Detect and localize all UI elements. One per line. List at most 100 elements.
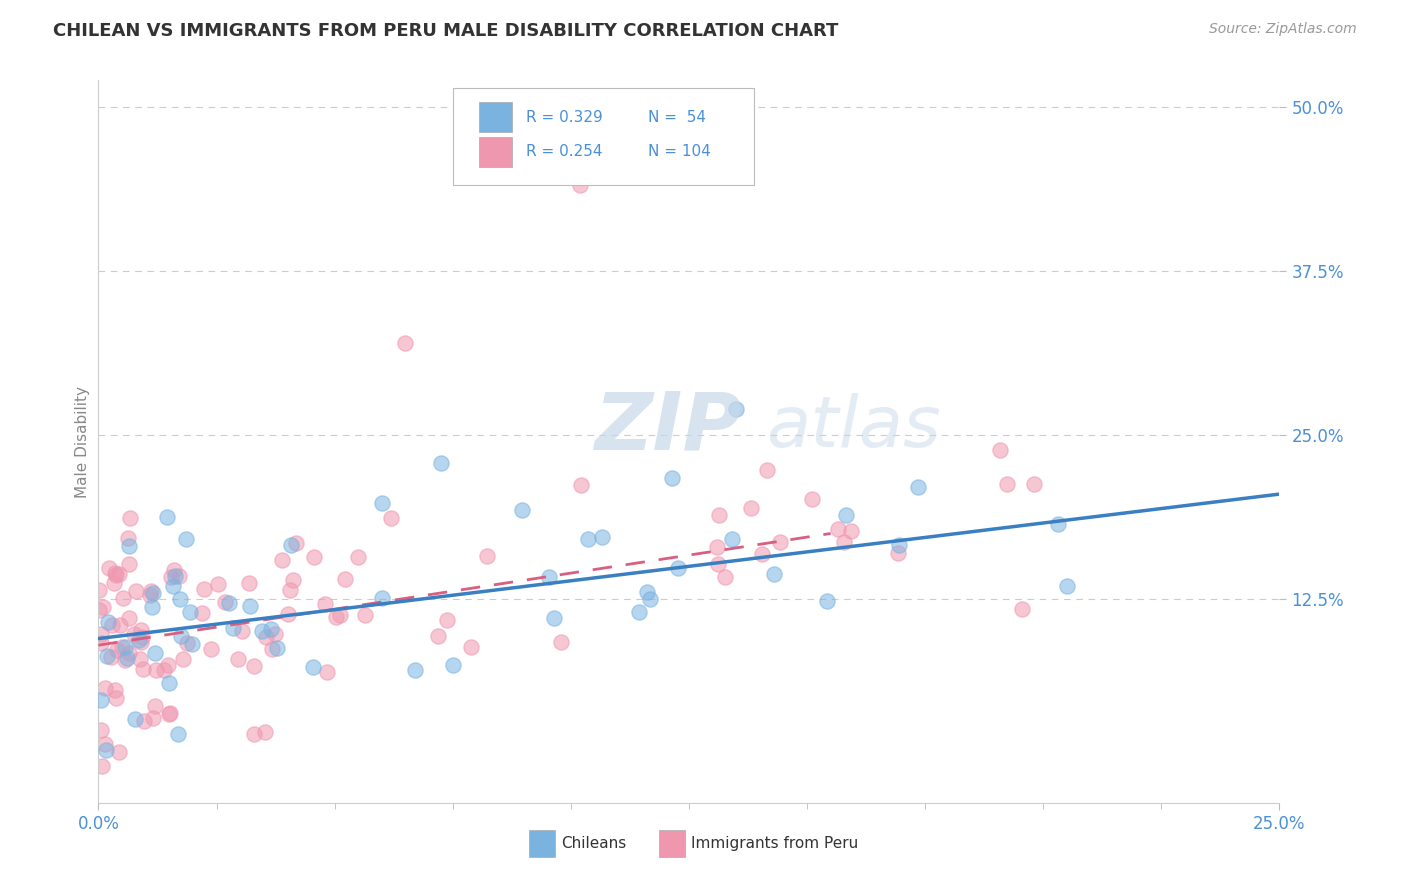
Point xyxy=(124,712,146,726)
Point xyxy=(105,642,128,657)
Point xyxy=(231,624,253,638)
Point xyxy=(107,567,129,582)
Point xyxy=(165,569,187,583)
Point xyxy=(887,538,910,552)
Point xyxy=(441,658,464,673)
Point xyxy=(138,588,160,602)
Point xyxy=(104,691,127,706)
Point xyxy=(104,683,127,698)
Point xyxy=(90,627,112,641)
Point xyxy=(96,743,118,757)
Point xyxy=(143,647,166,661)
Point xyxy=(111,640,134,654)
Point xyxy=(172,651,194,665)
Point xyxy=(285,536,308,550)
Point xyxy=(370,591,392,605)
Point xyxy=(142,586,165,600)
Point xyxy=(98,561,121,575)
Point xyxy=(886,546,908,560)
Point xyxy=(90,636,112,650)
Point xyxy=(725,401,748,416)
Text: atlas: atlas xyxy=(766,392,941,461)
Point xyxy=(460,640,482,655)
Point xyxy=(159,675,181,690)
Point xyxy=(740,500,762,515)
Point xyxy=(430,456,453,470)
Point xyxy=(404,664,426,678)
Point xyxy=(128,652,150,666)
Point xyxy=(801,492,824,507)
Point xyxy=(1056,579,1078,593)
Point xyxy=(163,563,186,577)
Point xyxy=(125,584,148,599)
Point xyxy=(835,508,858,522)
Point xyxy=(124,627,146,641)
Point xyxy=(110,618,132,632)
Point xyxy=(427,629,450,643)
Text: Chileans: Chileans xyxy=(561,836,627,851)
Point xyxy=(218,596,240,610)
Point xyxy=(118,539,141,553)
Point xyxy=(302,549,325,564)
Text: ZIP: ZIP xyxy=(595,388,742,467)
Point xyxy=(114,653,136,667)
Point xyxy=(278,583,301,598)
Point xyxy=(139,583,162,598)
Point xyxy=(118,558,141,572)
Point xyxy=(108,745,131,759)
Point xyxy=(179,606,201,620)
Point xyxy=(131,631,153,645)
Point xyxy=(907,480,929,494)
Point xyxy=(145,663,167,677)
Point xyxy=(157,706,180,721)
Text: Immigrants from Peru: Immigrants from Peru xyxy=(692,836,859,851)
Point xyxy=(190,606,212,620)
Point xyxy=(132,662,155,676)
Point xyxy=(638,592,661,607)
Text: Source: ZipAtlas.com: Source: ZipAtlas.com xyxy=(1209,22,1357,37)
Bar xyxy=(530,830,555,857)
Point xyxy=(325,610,347,624)
Point xyxy=(90,723,112,737)
Point xyxy=(222,621,245,635)
Point xyxy=(167,569,190,583)
Point xyxy=(314,597,336,611)
Point xyxy=(1011,601,1033,615)
Point xyxy=(200,642,222,657)
Point xyxy=(576,532,599,546)
Point xyxy=(114,640,136,654)
Point xyxy=(252,624,274,639)
Y-axis label: Male Disability: Male Disability xyxy=(75,385,90,498)
Bar xyxy=(659,830,685,857)
Point xyxy=(162,579,184,593)
Point xyxy=(167,727,190,741)
Point xyxy=(280,537,302,551)
Point xyxy=(371,496,394,510)
Point xyxy=(510,503,533,517)
Point xyxy=(118,647,141,661)
Point xyxy=(155,510,177,524)
Point xyxy=(115,650,138,665)
Point xyxy=(112,591,135,605)
Text: R = 0.329: R = 0.329 xyxy=(526,110,603,125)
Point xyxy=(181,637,204,651)
Point xyxy=(347,550,370,565)
Point xyxy=(226,652,249,666)
Point xyxy=(89,603,111,617)
Point xyxy=(94,681,117,695)
Point xyxy=(89,582,111,597)
Point xyxy=(707,508,730,522)
Point xyxy=(329,607,352,622)
Text: N = 104: N = 104 xyxy=(648,145,710,160)
Point xyxy=(101,618,124,632)
Point xyxy=(263,626,285,640)
Point xyxy=(477,549,499,564)
Point xyxy=(714,570,737,584)
Point xyxy=(988,442,1011,457)
Point xyxy=(91,599,114,614)
Point xyxy=(254,630,277,644)
Point xyxy=(207,576,229,591)
Point xyxy=(335,573,357,587)
Point xyxy=(93,737,115,751)
Point xyxy=(156,658,179,673)
